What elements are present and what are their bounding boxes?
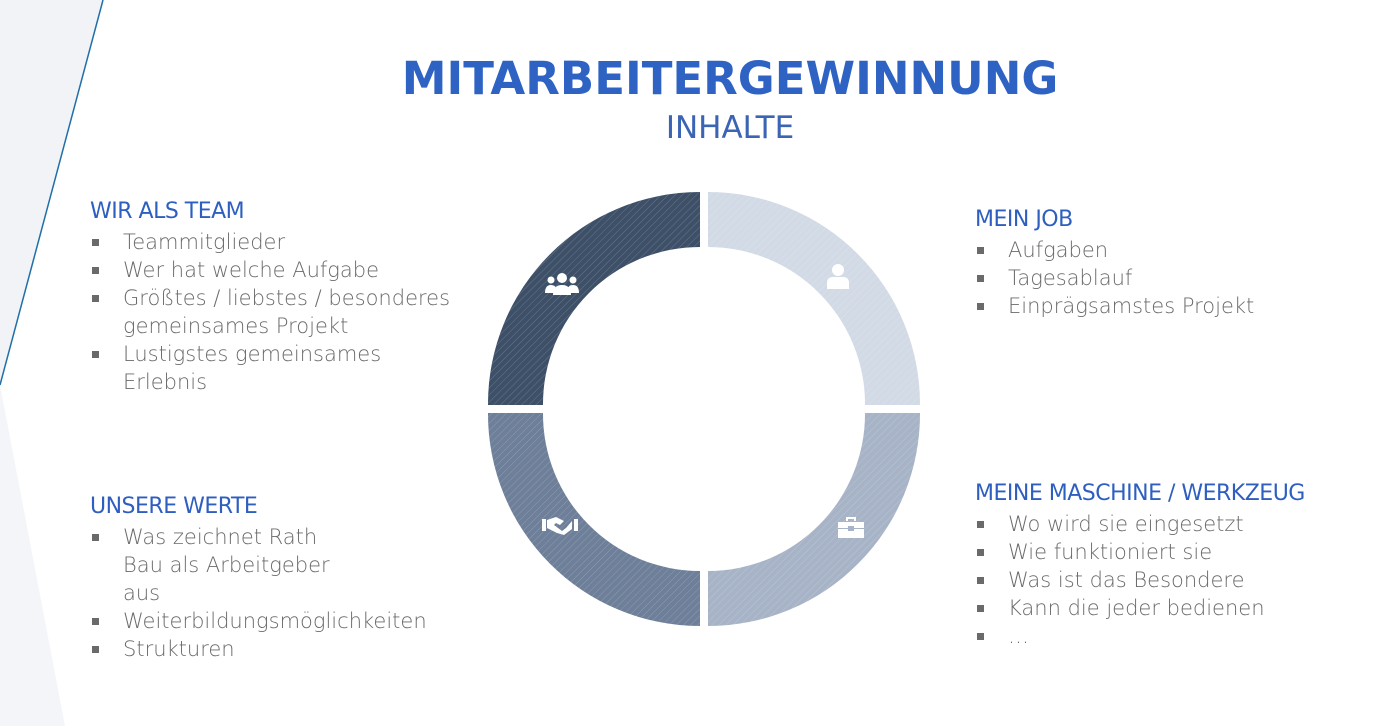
list-item: Weiterbildungsmöglichkeiten: [90, 607, 427, 635]
page-title: MITARBEITERGEWINNUNG: [401, 52, 1059, 105]
list-item: Was ist das Besondere: [975, 566, 1395, 594]
section-job-heading: MEIN JOB: [975, 207, 1073, 232]
section-maschine-list: Wo wird sie eingesetzt Wie funktioniert …: [975, 510, 1395, 650]
list-item: Tagesablauf: [975, 264, 1375, 292]
list-item: Wo wird sie eingesetzt: [975, 510, 1395, 538]
section-werte-heading: UNSERE WERTE: [90, 494, 258, 519]
segment-team-hatch: [487, 192, 700, 405]
segment-maschine-hatch: [708, 413, 921, 626]
section-job: MEIN JOB Aufgaben Tagesablauf Einprägsam…: [975, 206, 1375, 320]
toolbox-icon: [838, 517, 864, 538]
section-job-list: Aufgaben Tagesablauf Einprägsamstes Proj…: [975, 236, 1375, 320]
list-item: …: [975, 622, 1395, 650]
section-maschine: MEINE MASCHINE / WERKZEUG Wo wird sie ei…: [975, 480, 1395, 650]
section-team-heading: WIR ALS TEAM: [90, 199, 245, 224]
person-icon: [827, 264, 849, 289]
section-werte: UNSERE WERTE Was zeichnet Rath Bau als A…: [90, 493, 427, 663]
list-item: Teammitglieder: [90, 228, 470, 256]
list-item: Aufgaben: [975, 236, 1375, 264]
list-item: Größtes / liebstes / besonderes gemeinsa…: [90, 284, 470, 340]
segment-job-hatch: [708, 192, 921, 405]
list-item: Wer hat welche Aufgabe: [90, 256, 470, 284]
list-item: Kann die jeder bedienen: [975, 594, 1395, 622]
segment-werte-hatch: [487, 413, 700, 626]
handshake-icon: [542, 517, 578, 535]
group-icon: [545, 273, 579, 295]
list-item: Strukturen: [90, 635, 390, 663]
section-team: WIR ALS TEAM Teammitglieder Wer hat welc…: [90, 198, 470, 396]
list-item: Wie funktioniert sie: [975, 538, 1395, 566]
section-maschine-heading: MEINE MASCHINE / WERKZEUG: [975, 481, 1305, 506]
page-subtitle: INHALTE: [665, 110, 795, 146]
section-team-list: Teammitglieder Wer hat welche Aufgabe Gr…: [90, 228, 470, 396]
section-werte-list: Was zeichnet Rath Bau als Arbeitgeber au…: [90, 523, 427, 663]
list-item: Lustigstes gemeinsames Erlebnis: [90, 340, 470, 396]
list-item: Was zeichnet Rath Bau als Arbeitgeber au…: [90, 523, 390, 607]
list-item: Einprägsamstes Projekt: [975, 292, 1375, 320]
